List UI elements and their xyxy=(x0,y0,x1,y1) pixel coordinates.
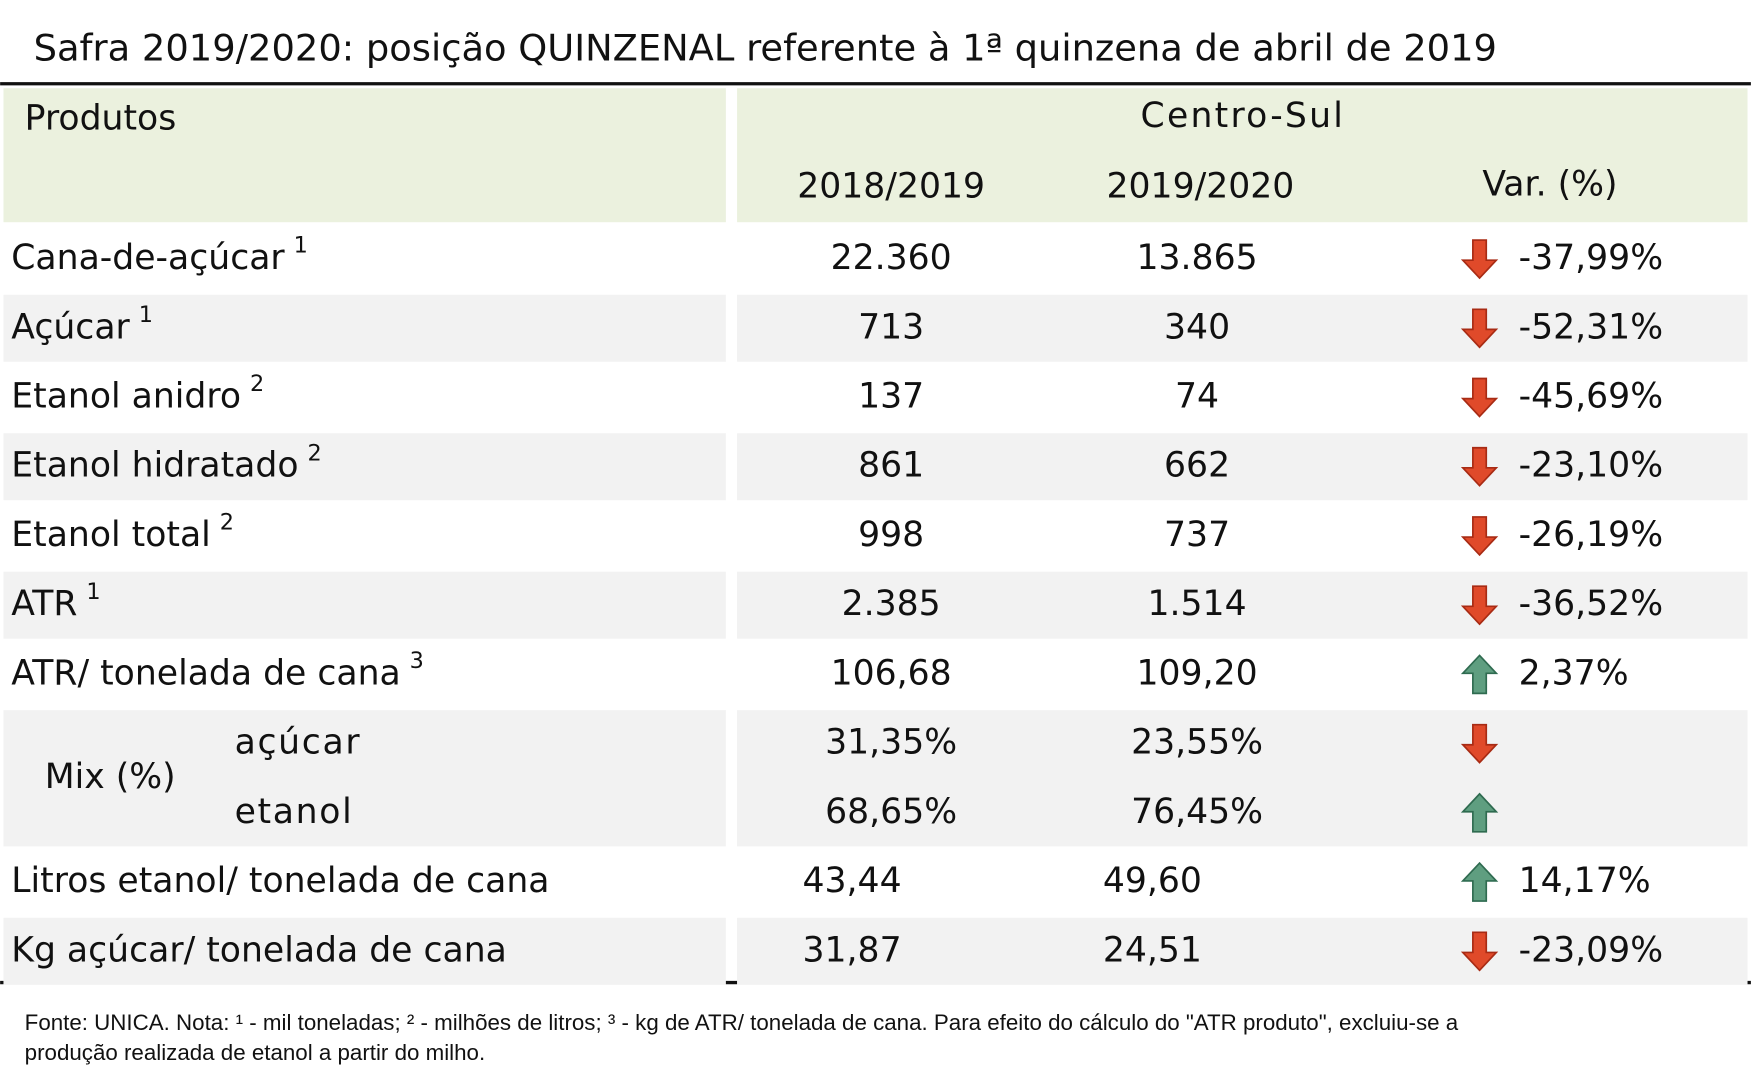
cell: 76,45% xyxy=(1131,792,1263,832)
sub-label: etanol xyxy=(235,792,354,832)
row-band xyxy=(3,710,726,847)
variation: -23,10% xyxy=(1519,446,1663,486)
cell: 23,55% xyxy=(1131,723,1263,763)
cell: 22.360 xyxy=(831,238,952,278)
variation: 2,37% xyxy=(1519,653,1629,693)
cell: 1.514 xyxy=(1148,584,1247,624)
cell: 49,60 xyxy=(1103,861,1202,901)
row-label: Etanol anidro 2 xyxy=(11,371,264,417)
header-cell xyxy=(3,88,726,223)
footnote-mark: 1 xyxy=(86,578,100,604)
row-band xyxy=(3,571,726,639)
title: Safra 2019/2020: posição QUINZENAL refer… xyxy=(34,27,1497,70)
table-body: Cana-de-açúcar 1 22.360 13.865 -37,99% Açúcar… xyxy=(3,232,1748,985)
row-label: Etanol total 2 xyxy=(11,509,234,555)
trend-arrow xyxy=(1460,239,1499,280)
cell: 713 xyxy=(858,307,924,347)
label-text: Litros etanol/ tonelada de cana xyxy=(11,861,549,901)
cell: 861 xyxy=(858,446,924,486)
row-band xyxy=(737,710,1748,847)
variation: -45,69% xyxy=(1519,376,1663,416)
cell: 68,65% xyxy=(825,792,957,832)
cell: 137 xyxy=(858,376,924,416)
header-col: Var. (%) xyxy=(1482,164,1617,204)
trend-arrow xyxy=(1460,516,1499,557)
header-products: Produtos xyxy=(25,98,177,138)
cell: 340 xyxy=(1164,307,1230,347)
cell: 31,35% xyxy=(825,723,957,763)
label-text: Etanol anidro xyxy=(11,376,241,416)
row-label: Etanol hidratado 2 xyxy=(11,440,321,486)
trend-arrow xyxy=(1460,585,1499,626)
label-text: Kg açúcar/ tonelada de cana xyxy=(11,930,507,970)
trend-arrow xyxy=(1460,654,1499,695)
label-text: Etanol hidratado xyxy=(11,446,298,486)
footnote-mark: 1 xyxy=(294,232,308,258)
header-col: 2019/2020 xyxy=(1107,167,1295,207)
cell: 43,44 xyxy=(803,861,902,901)
footnote: produção realizada de etanol a partir do… xyxy=(25,1040,486,1065)
cell: 31,87 xyxy=(803,930,902,970)
row-band xyxy=(3,433,726,501)
footnote-mark: 2 xyxy=(307,440,321,466)
variation: -23,09% xyxy=(1519,930,1663,970)
footnote-mark: 2 xyxy=(220,509,234,535)
header-col: 2018/2019 xyxy=(797,167,985,207)
row-label: ATR/ tonelada de cana 3 xyxy=(11,648,424,694)
row-label: Litros etanol/ tonelada de cana xyxy=(11,861,549,901)
variation: -26,19% xyxy=(1519,515,1663,555)
label-text: ATR xyxy=(11,584,77,624)
label-text: Cana-de-açúcar xyxy=(11,238,285,278)
row-label: Cana-de-açúcar 1 xyxy=(11,232,308,278)
trend-arrow xyxy=(1460,308,1499,349)
row-label: Açúcar 1 xyxy=(11,301,153,347)
footnote-mark: 1 xyxy=(139,301,153,327)
variation: -52,31% xyxy=(1519,307,1663,347)
variation: -37,99% xyxy=(1519,238,1663,278)
cell: 662 xyxy=(1164,446,1230,486)
row-label: Kg açúcar/ tonelada de cana xyxy=(11,930,507,970)
row-band xyxy=(737,917,1748,985)
trend-arrow xyxy=(1460,931,1499,972)
header-cell xyxy=(737,88,1748,223)
cell: 109,20 xyxy=(1137,653,1258,693)
row-band xyxy=(737,294,1748,362)
row-label: Mix (%) xyxy=(45,757,176,797)
cell: 2.385 xyxy=(842,584,941,624)
variation: 14,17% xyxy=(1519,861,1651,901)
label-text: Etanol total xyxy=(11,515,211,555)
row-band xyxy=(737,571,1748,639)
footnote: Fonte: UNICA. Nota: ¹ - mil toneladas; ²… xyxy=(25,1010,1459,1035)
header-region: Centro-Sul xyxy=(1141,96,1346,136)
trend-arrow xyxy=(1460,446,1499,487)
row-band xyxy=(3,917,726,985)
trend-arrow xyxy=(1460,723,1499,764)
trend-arrow xyxy=(1460,377,1499,418)
cell: 737 xyxy=(1164,515,1230,555)
footnote-mark: 2 xyxy=(250,371,264,397)
cell: 998 xyxy=(858,515,924,555)
cell: 13.865 xyxy=(1137,238,1258,278)
sub-label: açúcar xyxy=(235,723,362,763)
trend-arrow xyxy=(1460,792,1499,833)
label-text: ATR/ tonelada de cana xyxy=(11,653,400,693)
row-label: ATR 1 xyxy=(11,578,100,624)
cell: 74 xyxy=(1175,376,1219,416)
row-band xyxy=(737,433,1748,501)
label-text: Açúcar xyxy=(11,307,130,347)
variation: -36,52% xyxy=(1519,584,1663,624)
cell: 106,68 xyxy=(831,653,952,693)
trend-arrow xyxy=(1460,861,1499,902)
footnote-mark: 3 xyxy=(410,648,424,674)
row-band xyxy=(3,294,726,362)
cell: 24,51 xyxy=(1103,930,1202,970)
